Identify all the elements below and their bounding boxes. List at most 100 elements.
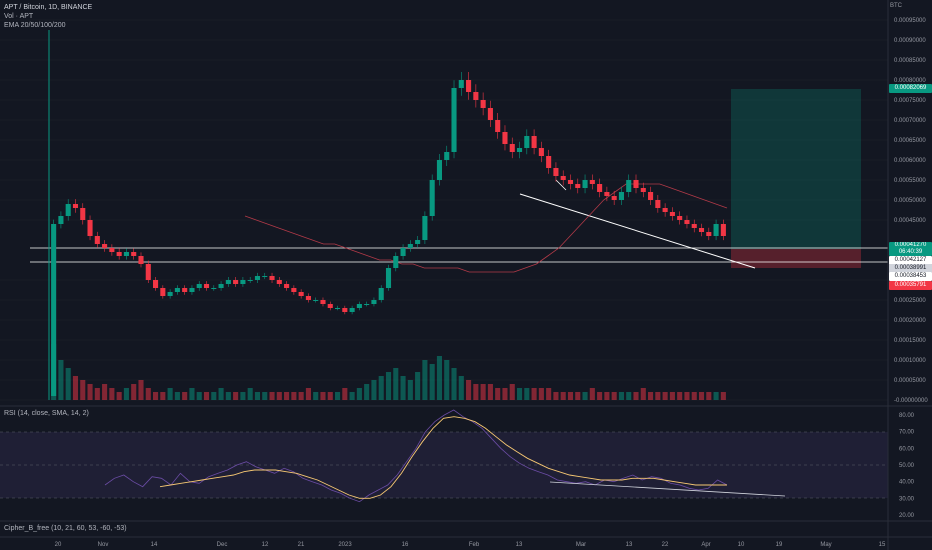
volume-bar <box>400 376 406 400</box>
volume-bar <box>72 376 79 400</box>
date-tick: 10 <box>738 542 745 548</box>
volume-bar <box>597 392 603 400</box>
price-tick: 0.00095000 <box>894 18 926 24</box>
candle-body <box>655 200 661 208</box>
volume-bar <box>480 384 486 400</box>
candle-body <box>385 268 392 288</box>
volume-bar <box>698 392 705 400</box>
volume-bar <box>189 388 195 400</box>
candle-body <box>298 292 304 296</box>
candle-body <box>72 204 79 208</box>
rsi-tick: 20.00 <box>899 513 915 519</box>
candle-body <box>58 216 64 224</box>
volume-bar <box>203 392 210 400</box>
candle-body <box>422 216 428 240</box>
candle-body <box>138 256 144 264</box>
volume-bar <box>516 388 523 400</box>
descending-trendline <box>519 193 756 269</box>
volume-bar <box>225 392 231 400</box>
price-tick: 0.00025000 <box>894 298 926 304</box>
candle-body <box>116 252 122 256</box>
candle-body <box>284 284 290 288</box>
candle-body <box>582 180 588 188</box>
candle-body <box>203 284 210 288</box>
candle-body <box>400 248 406 256</box>
volume-bar <box>174 392 180 400</box>
volume-bar <box>211 392 217 400</box>
price-tick: 0.00010000 <box>894 358 926 364</box>
volume-bar <box>713 392 719 400</box>
candle-body <box>618 192 624 200</box>
date-tick: 2023 <box>338 542 352 548</box>
volume-bar <box>87 384 93 400</box>
rsi-trendline <box>549 481 786 497</box>
date-tick: Mar <box>576 542 586 548</box>
candle-body <box>160 288 166 296</box>
candle-body <box>706 232 712 236</box>
volume-bar <box>65 368 71 400</box>
candle-body <box>640 188 646 192</box>
candle-body <box>415 240 421 244</box>
volume-bar <box>153 392 159 400</box>
volume-bar <box>94 388 100 400</box>
volume-bar <box>604 392 610 400</box>
volume-bar <box>269 392 275 400</box>
date-tick: 16 <box>402 542 409 548</box>
candle-body <box>604 192 610 196</box>
candle-body <box>342 308 348 312</box>
candle-body <box>65 204 71 216</box>
volume-bar <box>560 392 566 400</box>
candle-body <box>407 244 413 248</box>
chart-title: APT / Bitcoin, 1D, BINANCE <box>4 4 93 11</box>
volume-bar <box>145 388 151 400</box>
volume-bar <box>633 392 639 400</box>
rsi-tick: 80.00 <box>899 413 915 419</box>
price-badge: 0.00035791 <box>889 281 932 290</box>
price-tick: 0.00045000 <box>894 218 926 224</box>
candle-body <box>225 280 231 284</box>
candle-body <box>713 224 719 236</box>
candle-body <box>487 108 493 120</box>
candle-body <box>327 304 333 308</box>
volume-bar <box>320 392 326 400</box>
date-tick: 22 <box>662 542 669 548</box>
volume-bar <box>167 388 173 400</box>
candle-body <box>648 192 654 200</box>
candle-body <box>80 208 86 220</box>
rsi-ma-line <box>159 416 727 499</box>
cipher-legend: Cipher_B_free (10, 21, 60, 53, -60, -53) <box>4 525 127 532</box>
price-tick: 0.00080000 <box>894 78 926 84</box>
volume-bar <box>429 364 435 400</box>
candle-body <box>131 252 137 256</box>
volume-bar <box>116 392 122 400</box>
volume-bar <box>720 392 726 400</box>
volume-bar <box>305 388 311 400</box>
volume-bar <box>262 392 268 400</box>
date-tick: 20 <box>55 542 62 548</box>
candle-body <box>698 228 705 232</box>
volume-bar <box>109 388 115 400</box>
candle-body <box>626 180 632 192</box>
candle-body <box>538 148 544 156</box>
rsi-tick: 30.00 <box>899 496 915 502</box>
volume-legend: Vol · APT <box>4 13 34 20</box>
date-axis: 20 Nov 14 Dec 12 21 2023 16 Feb 13 Mar 13 22 Apr 10 19 M… <box>55 542 886 548</box>
volume-bar <box>123 388 129 400</box>
volume-bar <box>247 388 253 400</box>
volume-bar <box>684 392 690 400</box>
ema-legend: EMA 20/50/100/200 <box>4 22 66 29</box>
volume-bar <box>655 392 661 400</box>
volume-bar <box>415 372 421 400</box>
candle-body <box>174 288 180 292</box>
candle-body <box>240 280 246 284</box>
price-tick: 0.00050000 <box>894 198 926 204</box>
candle-body <box>524 136 530 148</box>
candle-body <box>167 292 173 296</box>
currency-label: BTC <box>890 3 902 9</box>
volume-bar <box>240 392 246 400</box>
volume-bar <box>502 388 508 400</box>
candle-body <box>473 92 479 100</box>
volume-bar <box>254 392 261 400</box>
candle-body <box>305 296 311 300</box>
